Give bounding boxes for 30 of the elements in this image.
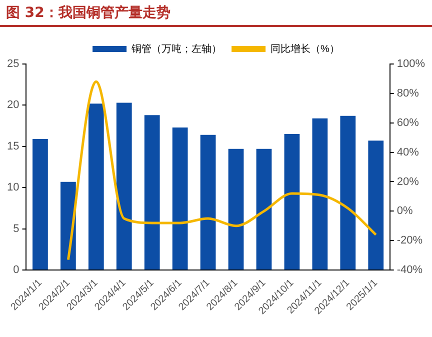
y-tick-label: 20 [6, 99, 20, 112]
bar [88, 104, 104, 270]
bar [256, 148, 272, 270]
bar [284, 134, 300, 270]
y2-tick-label: 40% [396, 146, 420, 158]
y-tick-label: 15 [6, 140, 20, 152]
bar [340, 116, 356, 270]
y2-tick-label: 0% [396, 205, 413, 218]
y2-tick-label: -20% [396, 234, 423, 247]
bar [200, 134, 216, 270]
y2-tick-label: 100% [396, 58, 426, 70]
bar [144, 115, 160, 270]
legend-label: 铜管（万吨；左轴） [130, 42, 222, 55]
bar [32, 139, 48, 270]
bar [228, 148, 244, 270]
bar [368, 140, 384, 270]
y2-tick-label: -40% [396, 264, 423, 276]
y2-tick-label: 20% [396, 176, 420, 188]
bar [116, 102, 132, 270]
line-series [66, 80, 378, 262]
chart-title: 图 32：我国铜管产量走势 [6, 4, 170, 22]
legend-label: 同比增长（%） [270, 42, 340, 55]
y-tick-label: 0 [13, 264, 20, 276]
y-tick-label: 10 [6, 182, 20, 194]
y2-tick-label: 60% [396, 116, 420, 129]
y2-tick-label: 80% [396, 87, 420, 100]
y-tick-label: 5 [13, 222, 20, 235]
y-tick-label: 25 [6, 58, 20, 70]
bar [312, 118, 328, 270]
bar [172, 127, 188, 270]
